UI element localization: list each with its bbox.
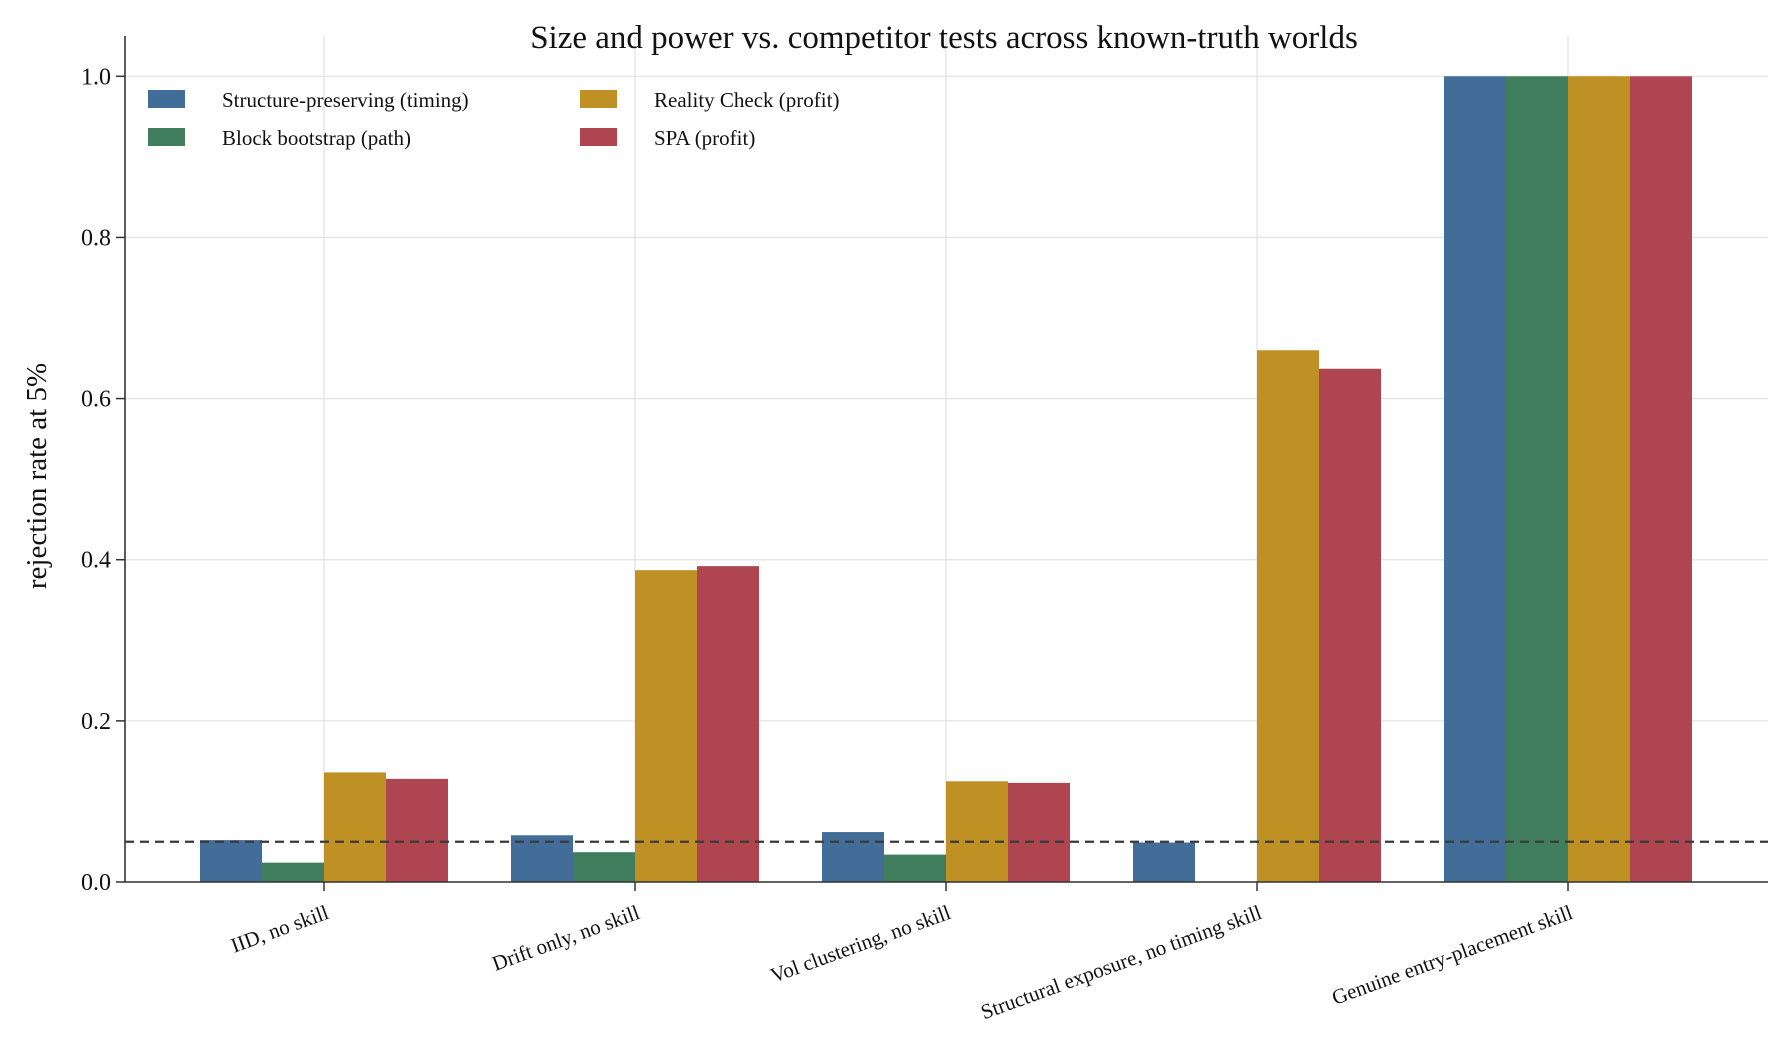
legend-swatch [580,90,617,108]
legend-entry: Reality Check (profit) [580,88,839,112]
legend-label: Block bootstrap (path) [222,126,411,150]
bar [1008,782,1070,882]
y-tick-label: 1.0 [81,64,111,90]
x-tick-label: Drift only, no skill [489,900,643,976]
bar [946,781,1008,882]
y-axis-label: rejection rate at 5% [21,363,53,589]
legend-entry: Block bootstrap (path) [148,126,411,150]
bar [511,835,573,882]
x-tick-label: Structural exposure, no timing skill [978,900,1265,1024]
bar [884,854,946,882]
bar [822,832,884,882]
bar [1133,842,1195,882]
y-tick-label: 0.0 [81,870,111,896]
y-tick-label: 0.6 [81,387,111,413]
chart-title: Size and power vs. competitor tests acro… [530,20,1358,56]
legend-swatch [148,90,185,108]
legend-entry: Structure-preserving (timing) [148,88,469,112]
bar [573,852,635,882]
bar [1506,76,1568,883]
legend-label: SPA (profit) [654,126,755,150]
y-tick-label: 0.4 [81,548,111,574]
bars [200,76,1692,883]
bar [635,570,697,882]
y-tick-label: 0.2 [81,709,111,735]
legend-label: Reality Check (profit) [654,88,839,112]
bar [1630,76,1692,883]
legend-entry: SPA (profit) [580,126,755,150]
legend-swatch [580,128,617,146]
bar [697,566,759,882]
bar [200,840,262,882]
legend-label: Structure-preserving (timing) [222,88,469,112]
bar [1568,76,1630,883]
x-tick-label: IID, no skill [228,900,332,958]
x-tick-label: Vol clustering, no skill [767,900,954,988]
bar [1319,368,1381,882]
bar [386,778,448,882]
legend-swatch [148,128,185,146]
x-tick-label: Genuine entry-placement skill [1329,900,1576,1010]
bar [1257,350,1319,882]
bar [1444,76,1506,883]
axes [116,36,1768,891]
bar [262,862,324,882]
bar [324,772,386,882]
y-tick-label: 0.8 [81,225,111,251]
legend: Structure-preserving (timing) Block boots… [148,88,839,150]
